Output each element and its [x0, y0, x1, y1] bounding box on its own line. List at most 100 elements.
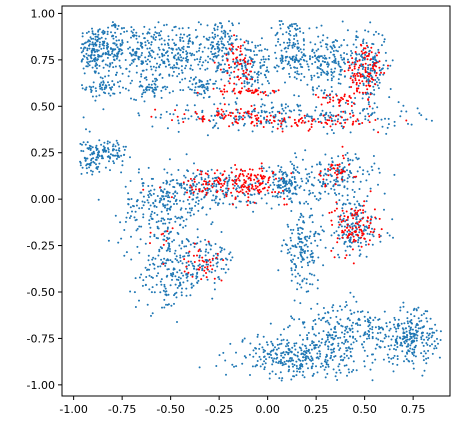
data-point	[141, 52, 143, 54]
data-point	[361, 52, 364, 55]
data-point	[82, 50, 85, 52]
data-point	[223, 71, 226, 73]
data-point	[193, 267, 196, 270]
data-point	[368, 324, 371, 326]
data-point	[235, 206, 238, 209]
data-point	[350, 313, 353, 315]
data-point	[258, 347, 261, 350]
data-point	[277, 164, 280, 167]
data-point	[149, 226, 152, 229]
data-point	[114, 145, 117, 148]
data-point	[135, 99, 137, 101]
data-point	[329, 116, 332, 119]
data-point	[232, 123, 235, 126]
data-point	[179, 254, 182, 257]
data-point	[179, 223, 182, 226]
data-point	[148, 288, 151, 291]
data-point	[149, 192, 151, 195]
data-point	[281, 127, 284, 130]
data-point	[337, 337, 339, 339]
data-point	[338, 172, 341, 175]
data-point	[258, 188, 261, 191]
data-point	[295, 193, 298, 196]
data-point	[87, 62, 90, 65]
data-point	[217, 110, 220, 113]
data-point	[112, 55, 115, 58]
data-point	[297, 73, 300, 76]
data-point	[198, 47, 201, 50]
data-point	[362, 169, 365, 172]
data-point	[182, 40, 185, 43]
data-point	[300, 121, 303, 124]
data-point	[288, 178, 291, 181]
data-point	[347, 159, 350, 162]
data-point	[357, 239, 360, 241]
data-point	[179, 208, 182, 211]
data-point	[160, 278, 163, 281]
data-point	[372, 319, 375, 322]
data-point	[209, 248, 212, 251]
data-point	[220, 26, 223, 29]
data-point	[310, 273, 313, 276]
data-point	[349, 347, 352, 350]
data-point	[184, 207, 187, 210]
data-point	[164, 43, 166, 46]
data-point	[290, 279, 293, 282]
data-point	[191, 207, 193, 210]
data-point	[237, 185, 239, 187]
data-point	[130, 54, 133, 57]
data-point	[91, 49, 94, 52]
data-point	[435, 329, 438, 332]
data-point	[310, 242, 313, 245]
data-point	[107, 239, 110, 242]
data-point	[236, 61, 239, 64]
data-point	[142, 184, 144, 187]
data-point	[163, 62, 166, 65]
data-point	[242, 114, 245, 117]
data-point	[135, 218, 138, 221]
data-point	[369, 93, 372, 96]
data-point	[253, 54, 256, 56]
data-point	[165, 239, 168, 242]
data-point	[154, 108, 157, 111]
data-point	[212, 185, 215, 187]
data-point	[129, 290, 132, 293]
data-point	[85, 41, 87, 44]
data-point	[291, 163, 294, 166]
data-point	[271, 342, 274, 345]
data-point	[371, 69, 374, 72]
data-point	[124, 220, 127, 223]
data-point	[283, 47, 286, 50]
data-point	[329, 316, 332, 319]
data-point	[277, 65, 280, 68]
data-point	[302, 370, 305, 373]
data-point	[388, 234, 391, 237]
data-point	[243, 116, 246, 119]
data-point	[291, 363, 294, 365]
data-point	[141, 207, 143, 209]
data-point	[200, 176, 203, 179]
data-point	[272, 175, 275, 178]
data-point	[383, 337, 386, 340]
data-point	[239, 92, 242, 95]
data-point	[321, 214, 324, 217]
data-point	[425, 342, 428, 345]
data-point	[367, 112, 370, 115]
data-point	[246, 81, 249, 84]
data-point	[350, 343, 353, 346]
data-point	[358, 64, 361, 67]
data-point	[319, 352, 322, 355]
data-point	[133, 58, 136, 61]
data-point	[100, 155, 103, 158]
data-point	[232, 89, 235, 92]
data-point	[374, 347, 377, 350]
data-point	[238, 78, 240, 81]
data-point	[333, 188, 336, 191]
data-point	[287, 105, 290, 108]
data-point	[324, 366, 327, 369]
data-point	[182, 200, 185, 203]
data-point	[303, 376, 306, 379]
data-point	[306, 338, 309, 341]
data-point	[177, 119, 180, 122]
data-point	[121, 72, 124, 75]
